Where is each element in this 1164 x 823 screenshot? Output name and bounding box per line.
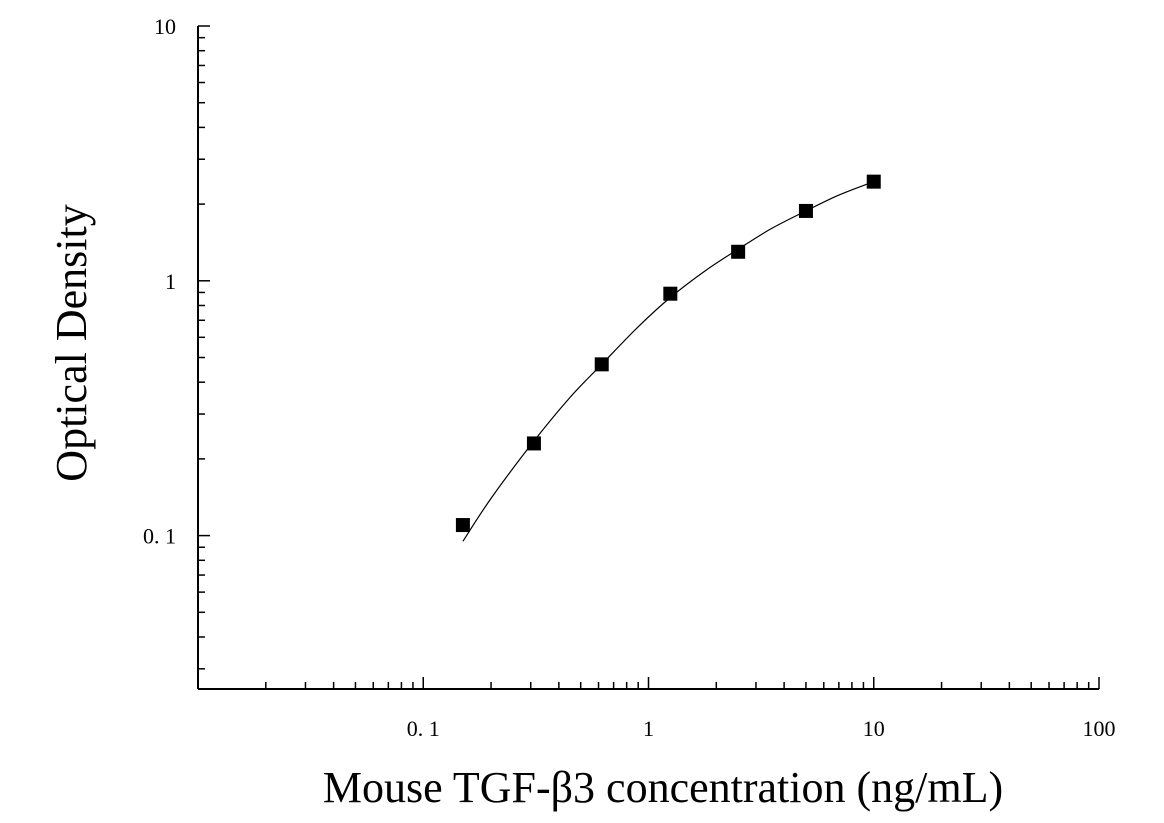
x-axis-tick-labels: 0. 1 1 10 100 — [407, 716, 1116, 741]
y-axis-tick-labels: 0. 1 1 10 — [143, 14, 176, 549]
data-point — [731, 244, 746, 259]
y-tick-label: 10 — [154, 14, 176, 39]
x-axis-ticks — [197, 677, 1100, 689]
data-point — [798, 203, 813, 218]
x-tick-label: 100 — [1083, 716, 1116, 741]
y-axis-title: Optical Density — [47, 204, 96, 481]
y-axis-ticks — [198, 25, 210, 670]
x-axis-title: Mouse TGF-β3 concentration (ng/mL) — [323, 763, 1003, 812]
data-points — [455, 174, 881, 533]
data-point — [526, 436, 541, 451]
x-tick-label: 0. 1 — [407, 716, 440, 741]
data-point — [866, 174, 881, 189]
y-tick-label: 1 — [165, 269, 176, 294]
data-point — [663, 286, 678, 301]
fit-curve — [462, 181, 874, 542]
data-point — [594, 357, 609, 372]
y-tick-label: 0. 1 — [143, 524, 176, 549]
data-point — [455, 518, 470, 533]
x-tick-label: 10 — [863, 716, 885, 741]
x-tick-label: 1 — [643, 716, 654, 741]
